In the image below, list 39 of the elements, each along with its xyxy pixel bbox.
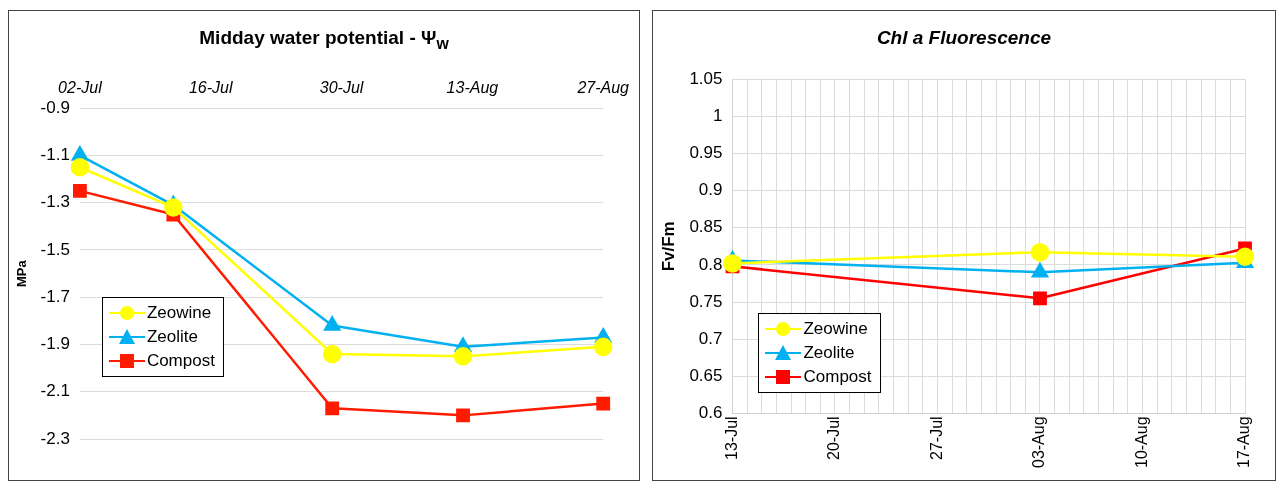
y-tick-label: 1.05 [689,68,723,88]
y-tick-label: 1 [713,106,723,126]
legend-label: Compost [146,351,215,371]
x-tick-label: 20-Jul [825,416,843,460]
y-tick-label: -2.1 [40,381,70,401]
x-tick-label: 13-Jul [722,416,740,460]
y-tick-label: 0.95 [689,143,723,163]
x-tick-label: 02-Jul [58,79,103,97]
y-tick-label: -1.1 [40,145,70,165]
x-tick-label: 16-Jul [188,79,233,97]
y-axis-title: Fv/Fm [658,221,678,272]
y-tick-label: 0.8 [698,254,723,274]
y-tick-label: -2.3 [40,428,70,448]
legend-label: Compost [803,367,872,388]
y-tick-label: 0.6 [698,403,723,423]
y-tick-label: -0.9 [40,97,70,117]
y-axis-title: MPa [14,259,30,287]
y-tick-label: 0.75 [689,291,723,311]
y-tick-label: 0.7 [698,328,723,348]
legend-label: Zeolite [803,343,855,364]
y-tick-label: 0.65 [689,365,723,385]
legend-label: Zeowine [146,303,212,323]
y-tick-label: 0.9 [698,180,723,200]
chart-title: Midday water potential - Ψ$_{w}$ [198,27,450,53]
x-tick-label: 27-Jul [927,416,945,460]
x-tick-label: 30-Jul [319,79,364,97]
chart-title: Chl a Fluorescence [875,27,1053,49]
y-tick-label: -1.5 [40,239,70,259]
x-tick-label: 10-Aug [1132,416,1150,468]
y-tick-label: -1.7 [40,286,70,306]
y-tick-label: -1.3 [40,192,70,212]
y-tick-label: 0.85 [689,217,723,237]
x-tick-label: 13-Aug [446,79,499,97]
x-tick-label: 27-Aug [576,79,630,97]
legend-label: Zeowine [803,319,868,340]
x-tick-label: 03-Aug [1030,416,1048,468]
legend-label: Zeolite [146,327,198,347]
x-tick-label: 17-Aug [1235,416,1253,468]
y-tick-label: -1.9 [40,334,70,354]
